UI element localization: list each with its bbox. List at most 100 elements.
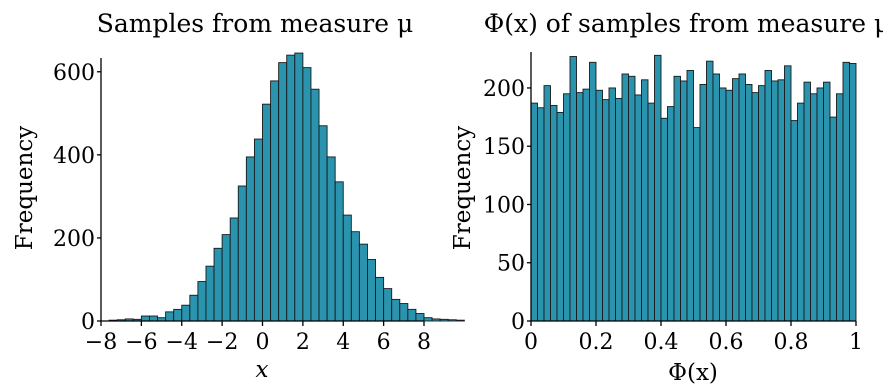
right-histogram-bar xyxy=(537,107,545,322)
left-histogram-bar xyxy=(326,156,336,322)
left-histogram-bar xyxy=(253,138,263,322)
right-histogram-bar xyxy=(784,65,792,322)
right-histogram-bar xyxy=(725,89,733,322)
right-histogram-bar xyxy=(602,99,610,322)
right-histogram-bar xyxy=(712,73,720,322)
right-histogram-bar xyxy=(667,106,675,322)
left-xtick: 6 xyxy=(377,330,391,355)
left-histogram-bar xyxy=(197,281,207,322)
left-histogram-bar xyxy=(140,315,150,322)
right-histogram-bar xyxy=(803,81,811,322)
left-ylabel: Frequency xyxy=(12,126,38,250)
left-histogram-bar xyxy=(221,234,231,322)
right-histogram-bar xyxy=(556,111,564,322)
left-xtick: 4 xyxy=(336,330,350,355)
left-histogram-bar xyxy=(383,288,393,322)
left-xtick: −4 xyxy=(166,330,198,355)
right-histogram-bar xyxy=(751,92,759,322)
chart-left: Samples from measure μ Frequency x −8 −6… xyxy=(12,9,465,383)
right-histogram-bar xyxy=(771,80,779,322)
right-histogram-bar xyxy=(686,70,694,322)
right-xtick: 0.2 xyxy=(579,330,614,355)
right-xtick: 0.4 xyxy=(644,330,679,355)
right-ylabel: Frequency xyxy=(450,126,476,250)
right-histogram-bar xyxy=(797,102,805,322)
left-xtick: 0 xyxy=(256,330,270,355)
left-histogram-bar xyxy=(270,80,280,322)
left-histogram-bar xyxy=(318,125,328,322)
left-histogram-bar xyxy=(391,298,401,322)
left-histogram-bar xyxy=(302,67,312,322)
right-histogram-bar xyxy=(654,54,662,322)
left-histogram-bar xyxy=(407,308,417,322)
left-ytick: 0 xyxy=(81,310,95,335)
left-histogram-bar xyxy=(399,303,409,322)
right-histogram-bar xyxy=(816,87,824,322)
right-histogram-bar xyxy=(530,102,538,322)
right-histogram-bar xyxy=(569,56,577,322)
left-chart-title: Samples from measure μ xyxy=(97,9,414,38)
right-histogram-bar xyxy=(615,97,623,322)
right-histogram-bar xyxy=(608,87,616,322)
right-histogram-bar xyxy=(693,127,701,322)
right-histogram-bar xyxy=(680,80,688,322)
right-histogram-bar xyxy=(660,117,668,322)
left-histogram-bar xyxy=(205,265,215,322)
right-histogram-bar xyxy=(706,60,714,322)
left-histogram-bar xyxy=(229,217,239,322)
right-chart-title: Φ(x) of samples from measure μ xyxy=(484,9,883,38)
right-histogram-bar xyxy=(576,92,584,322)
right-histogram-bar xyxy=(634,94,642,322)
left-histogram-bar xyxy=(358,243,368,322)
left-histogram-bar xyxy=(367,259,377,322)
left-xtick: −2 xyxy=(206,330,238,355)
left-y-ticks: 0 200 400 600 xyxy=(53,61,95,335)
left-histogram-bar xyxy=(189,294,199,322)
left-ytick: 200 xyxy=(53,227,95,252)
left-histogram-bar xyxy=(294,52,304,322)
right-histogram-bar xyxy=(543,85,551,322)
right-histogram-bar xyxy=(758,85,766,322)
right-histogram-bar xyxy=(842,61,850,322)
left-histogram-bar xyxy=(415,313,425,322)
right-histogram-bar xyxy=(738,73,746,322)
right-histogram-bar xyxy=(849,63,857,322)
right-ytick: 200 xyxy=(483,77,525,102)
left-xlabel: x xyxy=(256,357,269,383)
right-histogram-bar xyxy=(823,81,831,322)
left-histogram-bar xyxy=(342,214,352,322)
right-histogram-bar xyxy=(550,104,558,322)
left-histogram-bar xyxy=(237,185,247,322)
left-histogram-bar xyxy=(148,315,158,322)
right-histogram-bar xyxy=(829,116,837,322)
right-y-ticks: 0 50 100 150 200 xyxy=(483,77,525,335)
left-histogram-bar xyxy=(213,247,223,322)
right-histogram-bar xyxy=(836,93,844,322)
right-ytick: 150 xyxy=(483,135,525,160)
left-histogram-bar xyxy=(423,317,433,322)
right-ytick: 0 xyxy=(511,310,525,335)
left-histogram-bar xyxy=(350,231,360,322)
left-ytick: 400 xyxy=(53,144,95,169)
left-histogram-bar xyxy=(447,319,457,322)
left-histogram-bar xyxy=(245,156,255,322)
left-xtick: 2 xyxy=(296,330,310,355)
right-ytick: 50 xyxy=(497,252,525,277)
left-histogram-bar xyxy=(439,318,449,322)
left-histogram-bar xyxy=(431,318,441,322)
left-histogram-bar xyxy=(173,308,183,322)
left-x-ticks: −8 −6 −4 −2 0 2 4 6 8 xyxy=(85,330,431,355)
right-histogram-bar xyxy=(641,79,649,322)
right-histogram-bar xyxy=(764,70,772,322)
left-histogram-bar xyxy=(310,88,320,322)
right-bars xyxy=(530,54,857,322)
left-bars xyxy=(108,52,465,322)
right-histogram-bar xyxy=(719,87,727,322)
right-histogram-bar xyxy=(595,89,603,322)
right-histogram-bar xyxy=(745,84,753,322)
right-histogram-bar xyxy=(628,75,636,322)
right-histogram-bar xyxy=(732,78,740,322)
left-xtick: 8 xyxy=(417,330,431,355)
left-xtick: −6 xyxy=(125,330,157,355)
